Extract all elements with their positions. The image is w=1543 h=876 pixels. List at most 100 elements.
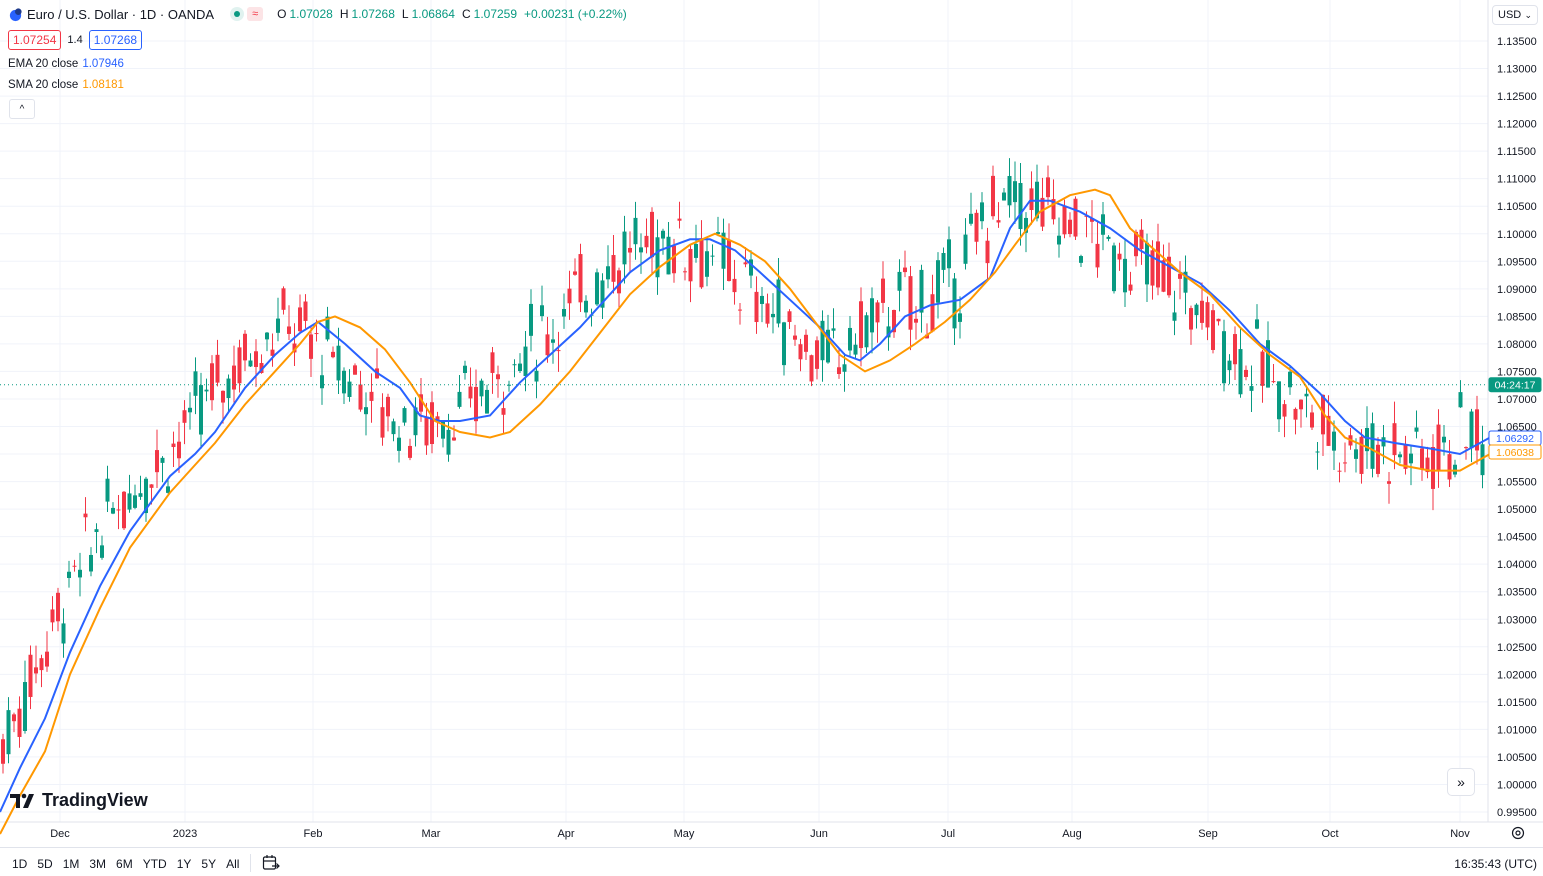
- candle-body: [105, 478, 110, 502]
- candle-body: [243, 333, 247, 361]
- candle-body: [1447, 454, 1452, 480]
- y-tick-label: 1.12000: [1497, 119, 1537, 131]
- candle-body: [133, 495, 137, 508]
- candle-body: [1464, 447, 1468, 449]
- sma-legend[interactable]: SMA 20 close 1.08181: [8, 79, 124, 91]
- sell-price-button[interactable]: 1.07254: [8, 30, 62, 50]
- candle-body: [930, 294, 935, 332]
- x-tick-label: Nov: [1450, 828, 1470, 840]
- calendar-goto-icon[interactable]: [262, 854, 280, 872]
- scroll-to-realtime-button[interactable]: »: [1447, 768, 1475, 796]
- wave-icon[interactable]: ≈: [247, 7, 264, 21]
- candle-body: [864, 315, 869, 348]
- collapse-legend-button[interactable]: ^: [9, 99, 35, 119]
- y-tick-label: 1.01000: [1497, 724, 1537, 736]
- range-1d-button[interactable]: 1D: [12, 857, 28, 871]
- range-3m-button[interactable]: 3M: [89, 857, 107, 871]
- candle-body: [908, 276, 913, 330]
- candle-body: [771, 313, 775, 318]
- candle-body: [534, 370, 539, 382]
- currency-select[interactable]: USD ⌄: [1492, 5, 1538, 25]
- range-5d-button[interactable]: 5D: [37, 857, 53, 871]
- candle-body: [1106, 236, 1111, 239]
- candle-body: [479, 380, 484, 397]
- range-5y-button[interactable]: 5Y: [201, 857, 217, 871]
- y-tick-label: 1.02000: [1497, 669, 1537, 681]
- candle-body: [155, 450, 159, 473]
- chevron-up-icon: ^: [19, 103, 25, 115]
- x-tick-label: Jul: [941, 828, 955, 840]
- candle-body: [430, 402, 434, 445]
- range-6m-button[interactable]: 6M: [116, 857, 133, 871]
- tradingview-logo[interactable]: TradingView: [10, 790, 148, 811]
- candle-body: [100, 545, 104, 558]
- candle-body: [941, 253, 946, 270]
- candle-body: [666, 236, 671, 275]
- ema-legend[interactable]: EMA 20 close 1.07946: [8, 58, 124, 70]
- candle-body: [1392, 423, 1397, 456]
- candle-body: [782, 322, 786, 366]
- candle-body: [303, 301, 308, 321]
- candle-body: [870, 298, 874, 333]
- candle-body: [617, 270, 621, 294]
- candle-body: [237, 347, 242, 384]
- symbol-title[interactable]: Euro / U.S. Dollar · 1D · OANDA: [27, 6, 215, 22]
- gear-icon[interactable]: [1510, 825, 1526, 841]
- candle-body: [765, 303, 770, 324]
- candle-body: [974, 212, 979, 242]
- candle-body: [1167, 256, 1171, 296]
- candle-body: [248, 360, 253, 367]
- candle-body: [595, 272, 599, 305]
- candle-body: [1216, 318, 1221, 322]
- y-tick-label: 1.07000: [1497, 394, 1537, 406]
- x-tick-label: Sep: [1198, 828, 1218, 840]
- candle-body: [969, 213, 973, 224]
- candle-body: [1475, 409, 1479, 451]
- candle-body: [925, 334, 929, 339]
- candle-body: [1, 739, 5, 764]
- y-tick-label: 1.08000: [1497, 339, 1537, 351]
- candle-body: [358, 384, 363, 410]
- candle-body: [622, 231, 627, 265]
- candle-body: [556, 350, 561, 352]
- candle-body: [1337, 470, 1342, 472]
- candle-body: [287, 326, 291, 334]
- candle-body: [936, 260, 940, 303]
- candle-body: [699, 238, 704, 288]
- y-tick-label: 1.11000: [1497, 174, 1536, 186]
- candle-body: [886, 326, 891, 338]
- range-ytd-button[interactable]: YTD: [142, 857, 167, 871]
- candle-body: [61, 623, 66, 644]
- market-open-dot-icon[interactable]: [230, 7, 245, 21]
- candle-body: [199, 385, 203, 435]
- candle-body: [424, 416, 429, 446]
- candle-body: [270, 349, 275, 356]
- candle-body: [1425, 457, 1430, 473]
- range-1m-button[interactable]: 1M: [62, 857, 80, 871]
- candle-body: [457, 391, 462, 407]
- candle-body: [1079, 256, 1083, 263]
- candle-body: [1134, 231, 1138, 257]
- candle-body: [1321, 394, 1325, 435]
- candle-body: [947, 239, 951, 269]
- grid: [0, 0, 1543, 823]
- y-tick-label: 1.12500: [1497, 91, 1537, 103]
- y-tick-label: 1.13000: [1497, 64, 1537, 76]
- range-all-button[interactable]: All: [226, 857, 240, 871]
- candle-body: [380, 407, 385, 438]
- buy-price-button[interactable]: 1.07268: [88, 30, 143, 50]
- candle-body: [1304, 393, 1309, 397]
- utc-clock[interactable]: 16:35:43 (UTC): [1454, 857, 1537, 871]
- candle-body: [677, 218, 682, 221]
- candle-body: [1293, 408, 1298, 420]
- x-tick-label: Apr: [557, 828, 574, 840]
- candle-body: [397, 437, 401, 451]
- range-1y-button[interactable]: 1Y: [176, 857, 192, 871]
- candle-body: [435, 416, 440, 422]
- candle-body: [518, 363, 522, 371]
- candle-body: [347, 381, 352, 397]
- candle-body: [1244, 369, 1248, 377]
- candle-body: [919, 269, 924, 313]
- candle-body: [727, 239, 731, 281]
